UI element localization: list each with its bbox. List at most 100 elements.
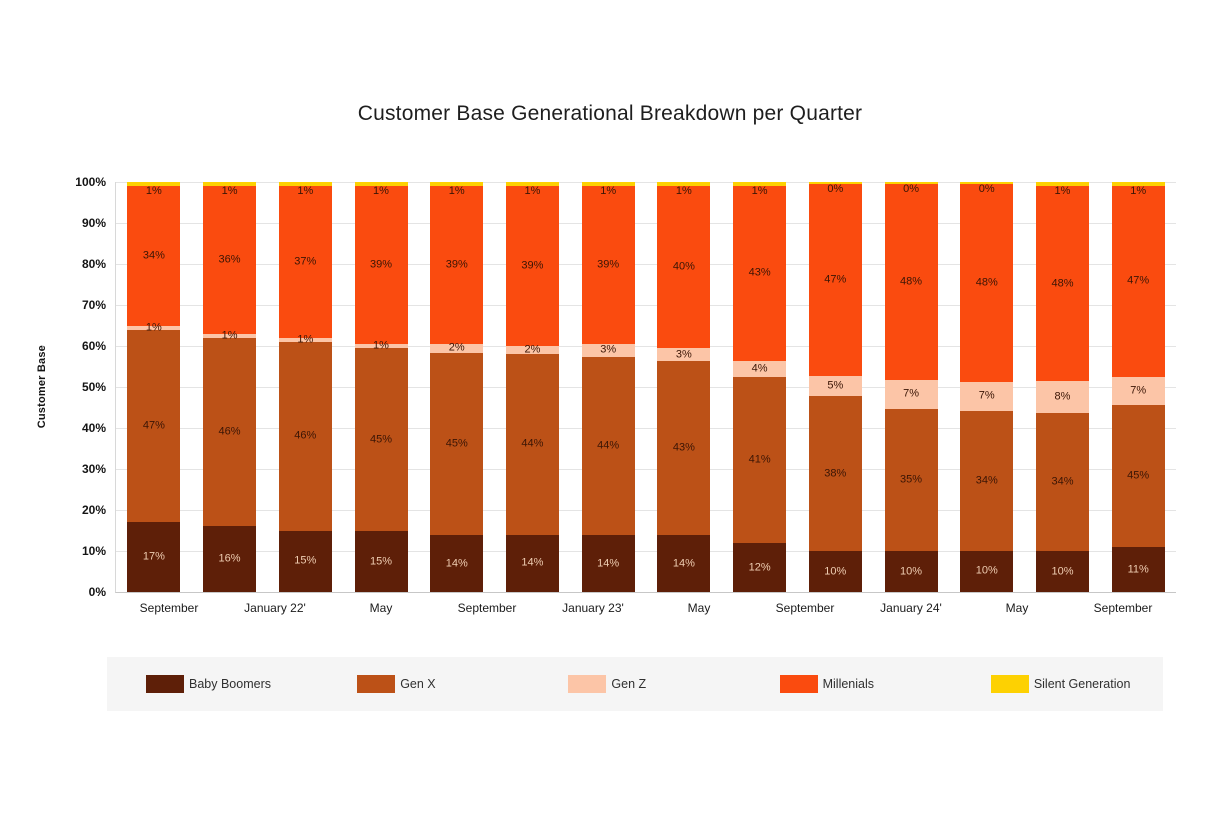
bar-segment-silent-generation: 1% (278, 182, 332, 197)
bar-segment-label: 10% (824, 565, 847, 578)
y-axis-tick-label: 0% (88, 585, 106, 599)
y-axis-title-text: Customer Base (36, 345, 48, 429)
bar-segment-label: 48% (1051, 277, 1074, 289)
x-axis-label: May (687, 601, 711, 615)
bar: 14% 43% 3% 40% 1% (657, 182, 711, 592)
bar-segment-gen-x: 44% (581, 356, 635, 536)
y-axis-tick-label: 20% (81, 503, 106, 517)
chart-title: Customer Base Generational Breakdown per… (357, 102, 863, 125)
bar-segment-millenials: 48% (884, 184, 938, 381)
y-axis-tick-label: 10% (81, 544, 106, 558)
bar-segment-label: 1% (1130, 185, 1147, 198)
bar-segment-label: 45% (1127, 469, 1150, 482)
bar-segment-label: 16% (218, 552, 241, 565)
gridline (116, 181, 1176, 183)
bar-segment-silent-generation: 1% (1111, 182, 1165, 197)
bar-segment-gen-x: 45% (1111, 405, 1165, 548)
bar-segment-baby-boomers: 10% (884, 551, 938, 592)
bar-segment-label: 17% (142, 550, 165, 563)
bar-segment-label: 15% (369, 555, 393, 568)
bar: 10% 34% 7% 48% 0% (960, 182, 1014, 592)
bar-segment-millenials: 37% (278, 186, 332, 338)
gridline (116, 222, 1176, 224)
bar-segment-millenials: 48% (960, 184, 1014, 383)
bar-segment-silent-generation: 1% (581, 182, 635, 197)
bar: 14% 44% 3% 39% 1% (581, 182, 635, 592)
x-axis-label: May (369, 601, 393, 615)
bar-segment-millenials: 39% (505, 186, 559, 346)
bar-segment-gen-x: 34% (960, 410, 1014, 551)
bar-segment-label: 7% (978, 389, 995, 402)
bar-segment-label: 48% (900, 275, 923, 288)
bar-segment-label: 44% (597, 439, 620, 452)
bar-segment-gen-z: 2% (430, 342, 484, 354)
bar-segment-gen-z: 7% (1111, 376, 1165, 406)
legend-item-millenials: Millenials (741, 675, 952, 693)
bar-slot: 10% 35% 7% 48% 0% (873, 182, 949, 592)
bar-segment-gen-x: 35% (884, 408, 938, 552)
gridline (116, 304, 1176, 306)
gridline (116, 345, 1176, 347)
bar-segment-label: 14% (445, 557, 468, 570)
bar-segment-gen-x: 45% (354, 348, 408, 532)
bar: 11% 45% 7% 47% 1% (1111, 182, 1165, 592)
bar-slot: 10% 38% 5% 47% 0% (797, 182, 873, 592)
bar-segment-label: 1% (600, 185, 617, 198)
bar-slot: 10% 34% 8% 48% 1% (1025, 182, 1101, 592)
bar-segment-millenials: 39% (430, 186, 484, 345)
bar-segment-label: 1% (373, 339, 389, 352)
plot-area: 100% 90% 80% 70% 60% 50% 40% 30% 20% 10% 0% Custom… (36, 175, 1176, 615)
bar-segment-gen-x: 45% (430, 352, 484, 536)
y-axis-tick-label: 50% (81, 380, 106, 394)
bar-segment-gen-z: 2% (505, 344, 559, 356)
bar-segment-label: 47% (142, 419, 165, 432)
bar-segment-gen-z: 1% (127, 321, 181, 333)
bar-segment-gen-x: 41% (733, 376, 787, 544)
legend-item-gen-z: Gen Z (529, 675, 740, 693)
y-axis-tick-label: 80% (81, 257, 106, 271)
x-axis-label: January 24' (880, 601, 942, 615)
bar-segment-baby-boomers: 10% (1035, 551, 1089, 592)
gridline (116, 386, 1176, 388)
bar-segment-label: 39% (597, 258, 620, 271)
bar-segment-label: 10% (975, 564, 998, 577)
bar: 16% 46% 1% 36% 1% (203, 182, 257, 592)
bar-segment-label: 1% (145, 321, 162, 334)
bar-segment-label: 39% (369, 258, 393, 271)
bar-segment-label: 41% (748, 453, 771, 466)
x-axis-label: September (1093, 601, 1153, 615)
bar-segment-label: 1% (221, 329, 238, 342)
bar: 15% 45% 1% 39% 1% (354, 182, 408, 592)
bar-segment-label: 0% (827, 183, 844, 196)
bar-segment-label: 47% (824, 273, 847, 286)
bar-slot: 11% 45% 7% 47% 1% (1100, 182, 1176, 592)
bar-segment-silent-generation: 1% (505, 182, 559, 197)
bar-segment-baby-boomers: 15% (354, 531, 408, 592)
bar-segment-baby-boomers: 14% (505, 534, 559, 592)
bar-segment-baby-boomers: 10% (808, 551, 862, 592)
y-axis-tick-label: 30% (81, 462, 106, 476)
bar-slot: 17% 47% 1% 34% 1% (116, 182, 192, 592)
y-axis-tick-label: 100% (75, 175, 106, 189)
bar-segment-silent-generation: 1% (354, 182, 408, 197)
bar-slot: 15% 45% 1% 39% 1% (343, 182, 419, 592)
bar-segment-gen-x: 44% (505, 354, 559, 535)
gridline (116, 427, 1176, 429)
bar-segment-silent-generation: 1% (733, 182, 787, 197)
bar-segment-millenials: 39% (581, 186, 635, 345)
bar: 14% 45% 2% 39% 1% (430, 182, 484, 592)
bar-segment-label: 4% (751, 362, 768, 375)
bar: 10% 34% 8% 48% 1% (1035, 182, 1089, 592)
bar-segment-label: 44% (521, 437, 544, 450)
bar-segment-gen-z: 8% (1035, 380, 1089, 414)
bar-segment-millenials: 34% (127, 186, 181, 326)
bar-segment-label: 1% (675, 185, 692, 198)
legend-swatch (990, 675, 1029, 693)
bar-segment-gen-z: 1% (278, 333, 332, 345)
bar: 10% 38% 5% 47% 0% (808, 182, 862, 592)
bar-segment-label: 11% (1127, 563, 1149, 576)
bar-segment-label: 0% (903, 183, 919, 196)
bar-segment-silent-generation: 1% (430, 182, 484, 197)
bar-segment-label: 39% (521, 259, 544, 272)
